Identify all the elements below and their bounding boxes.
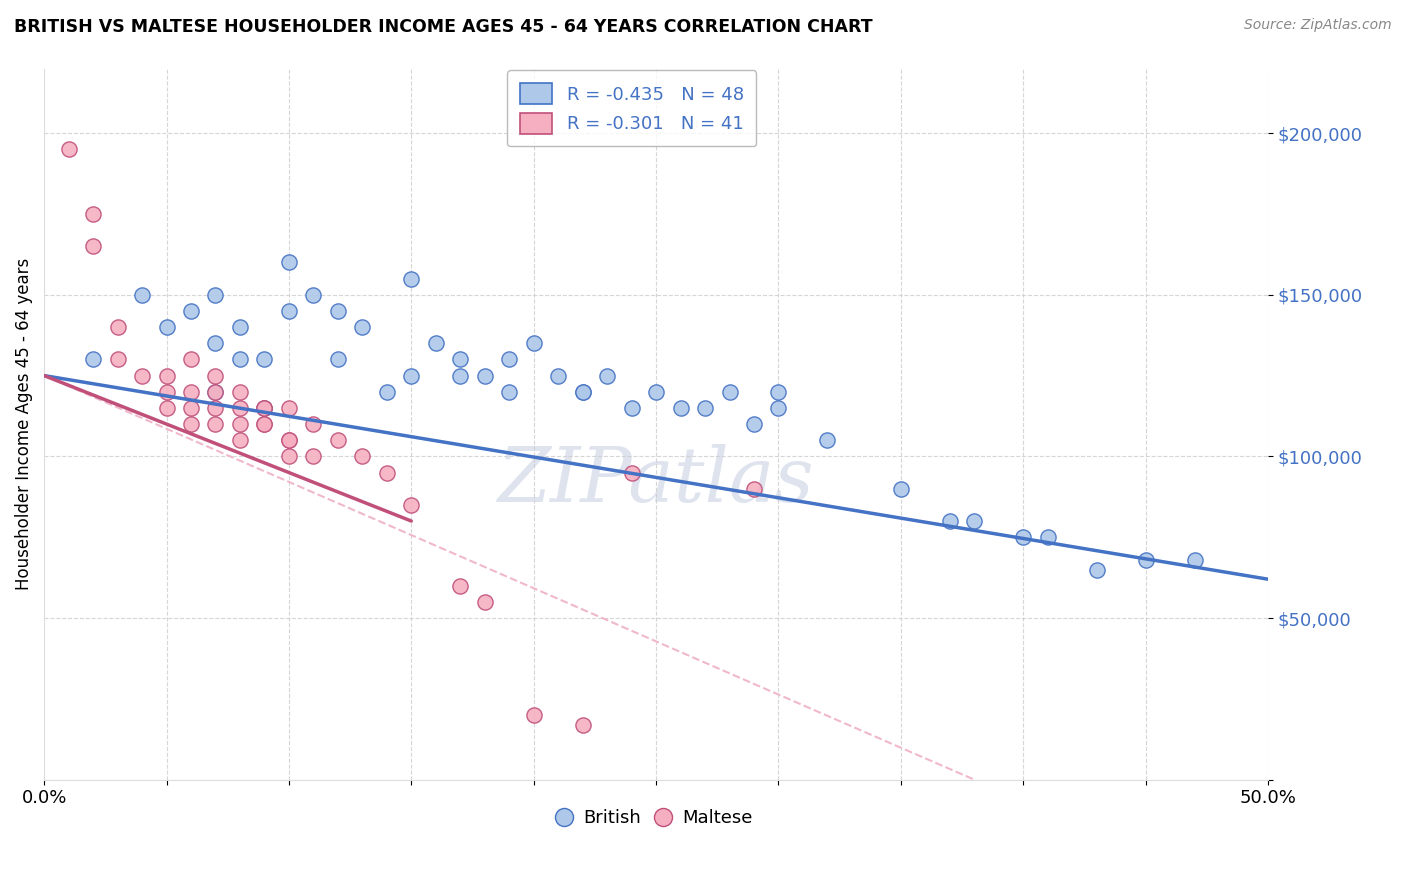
Point <box>620 466 643 480</box>
Point <box>669 401 692 415</box>
Point <box>155 401 177 415</box>
Point <box>449 579 471 593</box>
Point <box>742 417 765 431</box>
Point <box>474 595 496 609</box>
Point <box>352 320 374 334</box>
Point <box>620 401 643 415</box>
Point <box>498 384 520 399</box>
Point <box>768 401 790 415</box>
Point <box>1135 553 1157 567</box>
Text: BRITISH VS MALTESE HOUSEHOLDER INCOME AGES 45 - 64 YEARS CORRELATION CHART: BRITISH VS MALTESE HOUSEHOLDER INCOME AG… <box>14 18 873 36</box>
Point <box>204 336 226 351</box>
Y-axis label: Householder Income Ages 45 - 64 years: Householder Income Ages 45 - 64 years <box>15 258 32 591</box>
Point <box>82 239 104 253</box>
Point <box>107 352 129 367</box>
Point <box>302 287 325 301</box>
Point <box>939 514 962 528</box>
Point <box>571 717 593 731</box>
Point <box>523 336 546 351</box>
Point <box>204 384 226 399</box>
Point <box>277 450 299 464</box>
Point <box>107 320 129 334</box>
Point <box>180 384 202 399</box>
Point <box>693 401 716 415</box>
Point <box>1012 530 1035 544</box>
Point <box>155 368 177 383</box>
Point <box>596 368 619 383</box>
Point <box>253 401 276 415</box>
Point <box>131 368 153 383</box>
Text: ZIPatlas: ZIPatlas <box>498 444 814 518</box>
Point <box>326 434 349 448</box>
Point <box>571 384 593 399</box>
Point <box>449 368 471 383</box>
Point <box>277 304 299 318</box>
Point <box>571 384 593 399</box>
Point <box>180 401 202 415</box>
Point <box>82 207 104 221</box>
Point <box>204 401 226 415</box>
Point <box>155 384 177 399</box>
Point <box>229 401 252 415</box>
Point <box>204 417 226 431</box>
Point <box>547 368 569 383</box>
Point <box>742 482 765 496</box>
Point <box>180 417 202 431</box>
Point <box>718 384 741 399</box>
Point <box>401 498 423 512</box>
Point <box>375 384 398 399</box>
Point <box>302 450 325 464</box>
Point <box>326 304 349 318</box>
Point <box>82 352 104 367</box>
Point <box>277 255 299 269</box>
Point <box>253 401 276 415</box>
Point <box>1036 530 1059 544</box>
Point <box>352 450 374 464</box>
Point <box>204 384 226 399</box>
Point <box>401 368 423 383</box>
Point <box>229 352 252 367</box>
Point <box>277 434 299 448</box>
Point <box>474 368 496 383</box>
Legend: British, Maltese: British, Maltese <box>553 802 759 835</box>
Point <box>815 434 838 448</box>
Point <box>401 271 423 285</box>
Point <box>425 336 447 351</box>
Point <box>253 352 276 367</box>
Point <box>963 514 986 528</box>
Point <box>131 287 153 301</box>
Point <box>498 352 520 367</box>
Point <box>277 401 299 415</box>
Point <box>155 320 177 334</box>
Point <box>229 417 252 431</box>
Point <box>645 384 668 399</box>
Text: Source: ZipAtlas.com: Source: ZipAtlas.com <box>1244 18 1392 32</box>
Point <box>180 304 202 318</box>
Point <box>449 352 471 367</box>
Point <box>1184 553 1206 567</box>
Point <box>523 708 546 723</box>
Point <box>253 417 276 431</box>
Point <box>204 287 226 301</box>
Point <box>277 434 299 448</box>
Point <box>375 466 398 480</box>
Point <box>229 384 252 399</box>
Point <box>253 401 276 415</box>
Point <box>326 352 349 367</box>
Point <box>302 417 325 431</box>
Point <box>1085 562 1108 576</box>
Point <box>768 384 790 399</box>
Point <box>229 434 252 448</box>
Point <box>253 417 276 431</box>
Point <box>229 320 252 334</box>
Point <box>58 142 80 156</box>
Point <box>890 482 912 496</box>
Point <box>180 352 202 367</box>
Point <box>204 368 226 383</box>
